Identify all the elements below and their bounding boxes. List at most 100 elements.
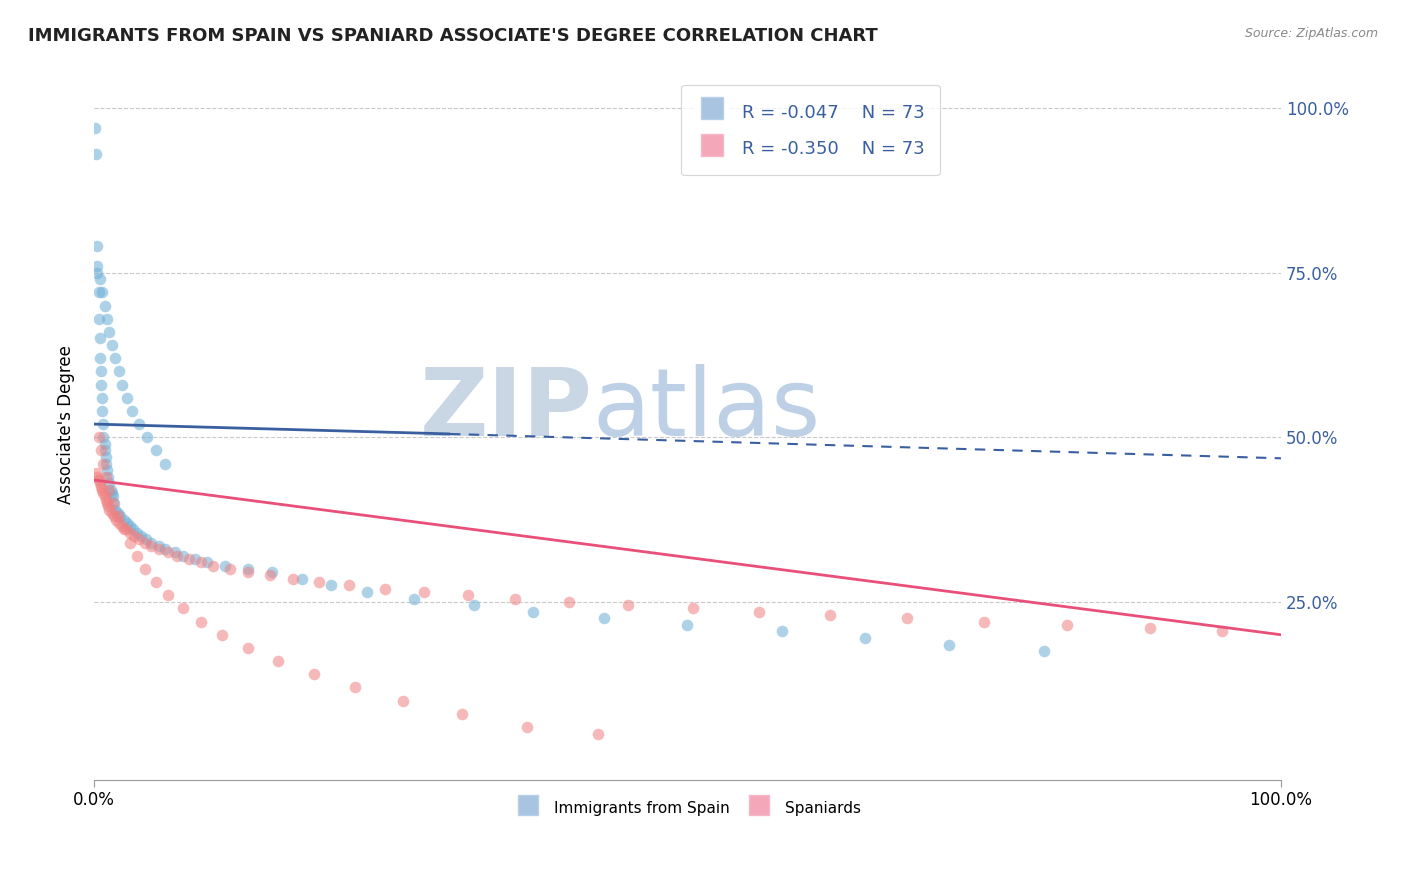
Point — [122, 523, 145, 537]
Point — [91, 404, 114, 418]
Point — [172, 549, 194, 563]
Point — [125, 549, 148, 563]
Point — [135, 533, 157, 547]
Point — [156, 545, 179, 559]
Point — [260, 565, 283, 579]
Point — [90, 377, 112, 392]
Point — [124, 529, 146, 543]
Point — [90, 480, 112, 494]
Point — [94, 450, 117, 464]
Point — [98, 325, 121, 339]
Point — [97, 500, 120, 514]
Legend: Immigrants from Spain, Spaniards: Immigrants from Spain, Spaniards — [508, 791, 866, 825]
Point — [321, 578, 343, 592]
Point — [112, 523, 135, 537]
Y-axis label: Associate's Degree: Associate's Degree — [58, 344, 75, 503]
Point — [118, 535, 141, 549]
Point — [748, 605, 770, 619]
Point — [308, 575, 330, 590]
Text: Source: ZipAtlas.com: Source: ZipAtlas.com — [1244, 27, 1378, 40]
Point — [153, 542, 176, 557]
Point — [97, 469, 120, 483]
Point — [593, 611, 616, 625]
Text: atlas: atlas — [592, 364, 821, 456]
Point — [94, 457, 117, 471]
Point — [111, 377, 134, 392]
Point — [115, 516, 138, 530]
Point — [128, 533, 150, 547]
Point — [107, 509, 129, 524]
Point — [214, 558, 236, 573]
Point — [93, 430, 115, 444]
Point — [96, 311, 118, 326]
Point — [93, 417, 115, 431]
Point — [87, 311, 110, 326]
Point — [107, 506, 129, 520]
Point — [93, 299, 115, 313]
Point — [89, 331, 111, 345]
Point — [219, 562, 242, 576]
Point — [111, 519, 134, 533]
Point — [115, 391, 138, 405]
Point — [134, 562, 156, 576]
Point — [104, 502, 127, 516]
Point — [84, 467, 107, 481]
Point — [94, 492, 117, 507]
Text: ZIP: ZIP — [419, 364, 592, 456]
Point — [104, 351, 127, 366]
Point — [190, 555, 212, 569]
Point — [90, 443, 112, 458]
Point — [163, 545, 186, 559]
Point — [522, 605, 544, 619]
Point — [91, 483, 114, 497]
Point — [676, 618, 699, 632]
Point — [101, 496, 124, 510]
Point — [121, 404, 143, 418]
Point — [86, 266, 108, 280]
Point — [558, 595, 581, 609]
Point — [896, 611, 918, 625]
Point — [818, 607, 841, 622]
Point — [184, 552, 207, 566]
Text: IMMIGRANTS FROM SPAIN VS SPANIARD ASSOCIATE'S DEGREE CORRELATION CHART: IMMIGRANTS FROM SPAIN VS SPANIARD ASSOCI… — [28, 27, 877, 45]
Point — [87, 430, 110, 444]
Point — [100, 483, 122, 497]
Point — [682, 601, 704, 615]
Point — [145, 443, 167, 458]
Point — [973, 615, 995, 629]
Point — [112, 512, 135, 526]
Point — [145, 575, 167, 590]
Point — [1056, 618, 1078, 632]
Point — [84, 147, 107, 161]
Point — [86, 239, 108, 253]
Point — [93, 457, 115, 471]
Point — [938, 638, 960, 652]
Point — [302, 667, 325, 681]
Point — [108, 516, 131, 530]
Point — [125, 525, 148, 540]
Point — [1211, 624, 1233, 639]
Point — [1139, 621, 1161, 635]
Point — [94, 469, 117, 483]
Point — [291, 572, 314, 586]
Point — [131, 529, 153, 543]
Point — [103, 496, 125, 510]
Point — [283, 572, 305, 586]
Point — [855, 631, 877, 645]
Point — [101, 490, 124, 504]
Point — [136, 430, 159, 444]
Point — [337, 578, 360, 592]
Point — [148, 542, 170, 557]
Point — [91, 391, 114, 405]
Point — [96, 463, 118, 477]
Point — [172, 601, 194, 615]
Point — [457, 588, 479, 602]
Point — [166, 549, 188, 563]
Point — [103, 509, 125, 524]
Point — [238, 565, 260, 579]
Point — [190, 615, 212, 629]
Point — [100, 486, 122, 500]
Point — [391, 693, 413, 707]
Point — [93, 490, 115, 504]
Point — [267, 654, 290, 668]
